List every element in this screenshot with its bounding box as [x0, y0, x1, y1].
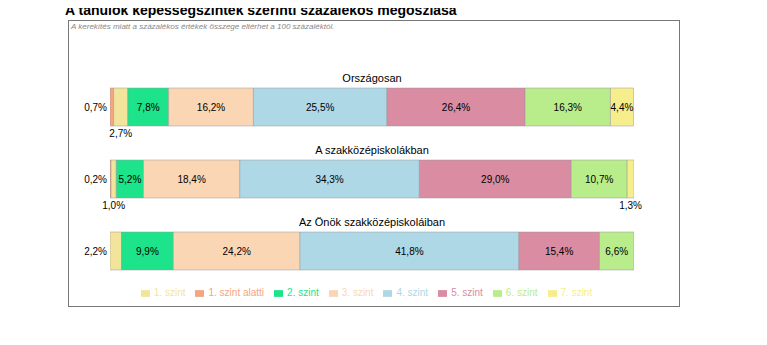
svg-text:18,4%: 18,4%	[177, 174, 205, 185]
svg-text:Az Önök szakközépiskoláiban: Az Önök szakközépiskoláiban	[299, 216, 445, 228]
svg-text:2,2%: 2,2%	[84, 246, 107, 257]
svg-text:24,2%: 24,2%	[223, 246, 251, 257]
svg-text:0,7%: 0,7%	[84, 102, 107, 113]
svg-text:26,4%: 26,4%	[442, 102, 470, 113]
svg-text:5,2%: 5,2%	[118, 174, 141, 185]
svg-text:41,8%: 41,8%	[395, 246, 423, 257]
svg-text:6,6%: 6,6%	[605, 246, 628, 257]
html-text:1. szint: 1. szint	[153, 287, 186, 298]
svg-text:16,3%: 16,3%	[554, 102, 582, 113]
svg-text:1,3%: 1,3%	[619, 200, 642, 211]
svg-text:16,2%: 16,2%	[197, 102, 225, 113]
html-text:1. szint alatti: 1. szint alatti	[208, 287, 265, 298]
svg-text:4,4%: 4,4%	[611, 102, 634, 113]
svg-text:0,2%: 0,2%	[84, 174, 107, 185]
svg-text:7,8%: 7,8%	[137, 102, 160, 113]
html-text:6. szint: 6. szint	[505, 287, 538, 298]
html-text:A tanulók képességszintek szer: A tanulók képességszintek szerinti száza…	[65, 2, 457, 18]
svg-text:9,9%: 9,9%	[136, 246, 159, 257]
svg-text:2,7%: 2,7%	[109, 128, 132, 139]
svg-text:A szakközépiskolákban: A szakközépiskolákban	[315, 144, 429, 156]
svg-text:1,0%: 1,0%	[102, 200, 125, 211]
svg-text:15,4%: 15,4%	[545, 246, 573, 257]
html-text:2. szint: 2. szint	[287, 287, 319, 298]
html-text:4. szint: 4. szint	[396, 287, 429, 298]
svg-text:34,3%: 34,3%	[315, 174, 343, 185]
html-text:3. szint: 3. szint	[341, 287, 374, 298]
svg-text:25,5%: 25,5%	[306, 102, 334, 113]
svg-text:10,7%: 10,7%	[585, 174, 613, 185]
svg-text:Országosan: Országosan	[342, 72, 401, 84]
html-text:7. szint: 7. szint	[560, 287, 593, 298]
svg-text:29,0%: 29,0%	[481, 174, 509, 185]
html-text:5. szint: 5. szint	[451, 287, 483, 298]
html-text:A kerekítés miatt a százalékos: A kerekítés miatt a százalékos értékek ö…	[71, 22, 335, 31]
